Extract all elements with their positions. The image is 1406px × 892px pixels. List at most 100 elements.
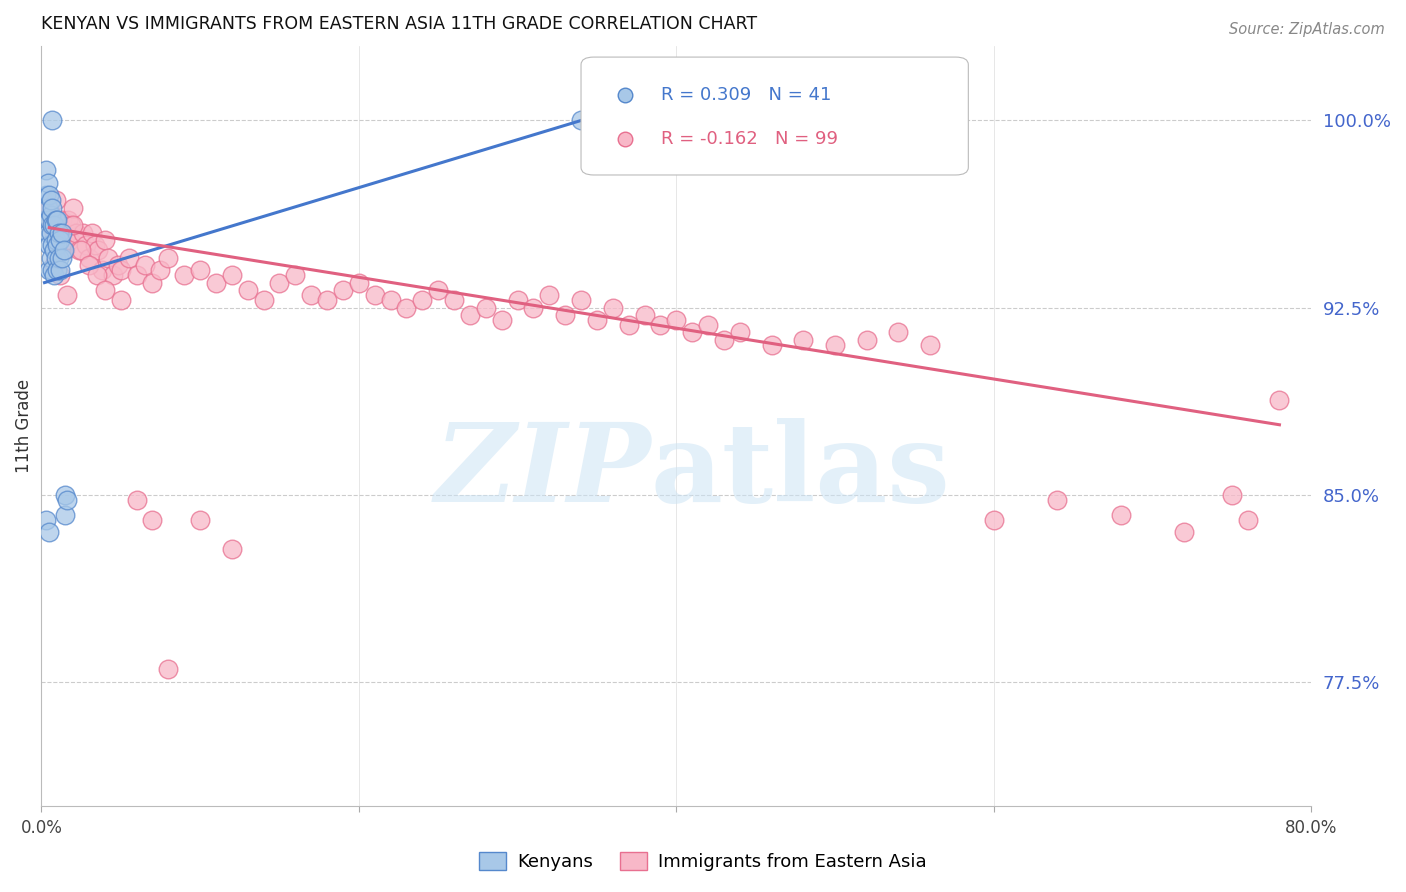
Point <box>49 263 72 277</box>
Point <box>42 243 65 257</box>
Point <box>538 288 561 302</box>
Point <box>1046 492 1069 507</box>
Point <box>35 163 58 178</box>
Point <box>70 243 93 257</box>
Point <box>101 268 124 282</box>
Point <box>46 238 69 252</box>
Text: atlas: atlas <box>651 418 950 525</box>
Point <box>284 268 307 282</box>
Point <box>52 226 75 240</box>
Point <box>41 219 63 233</box>
Point <box>141 276 163 290</box>
Text: KENYAN VS IMMIGRANTS FROM EASTERN ASIA 11TH GRADE CORRELATION CHART: KENYAN VS IMMIGRANTS FROM EASTERN ASIA 1… <box>41 15 758 33</box>
Point <box>38 201 60 215</box>
Point <box>728 326 751 340</box>
Point <box>205 276 228 290</box>
Point <box>45 233 67 247</box>
Point <box>617 318 640 332</box>
Point <box>41 213 63 227</box>
Point <box>506 293 529 307</box>
Text: Source: ZipAtlas.com: Source: ZipAtlas.com <box>1229 22 1385 37</box>
Point <box>51 251 73 265</box>
Point <box>316 293 339 307</box>
Point <box>761 338 783 352</box>
Point <box>134 258 156 272</box>
Point <box>697 318 720 332</box>
Text: R = 0.309   N = 41: R = 0.309 N = 41 <box>661 87 831 104</box>
Point <box>53 508 76 522</box>
Point <box>125 268 148 282</box>
Point <box>522 301 544 315</box>
Point <box>94 233 117 247</box>
Point <box>299 288 322 302</box>
Point <box>53 487 76 501</box>
Point <box>855 333 877 347</box>
Point <box>602 301 624 315</box>
Point <box>347 276 370 290</box>
Point <box>46 238 69 252</box>
Y-axis label: 11th Grade: 11th Grade <box>15 379 32 473</box>
Point <box>46 213 69 227</box>
Point <box>920 338 942 352</box>
Point <box>761 277 783 291</box>
Point <box>110 293 132 307</box>
Point <box>221 268 243 282</box>
Point <box>188 263 211 277</box>
Point <box>58 213 80 227</box>
Legend: Kenyans, Immigrants from Eastern Asia: Kenyans, Immigrants from Eastern Asia <box>472 845 934 879</box>
Point <box>554 308 576 322</box>
Point <box>97 251 120 265</box>
Point <box>37 176 59 190</box>
Point <box>491 313 513 327</box>
Point <box>188 512 211 526</box>
Point <box>60 219 83 233</box>
Point <box>1173 524 1195 539</box>
Point <box>107 258 129 272</box>
Point <box>42 219 65 233</box>
Point <box>395 301 418 315</box>
Text: R = -0.162   N = 99: R = -0.162 N = 99 <box>661 129 838 147</box>
Point <box>569 293 592 307</box>
Point <box>45 194 67 208</box>
Point <box>41 201 63 215</box>
Point <box>37 226 59 240</box>
Point <box>41 238 63 252</box>
Point <box>55 492 77 507</box>
Point <box>49 268 72 282</box>
Point <box>141 512 163 526</box>
Point <box>983 512 1005 526</box>
Point <box>38 238 60 252</box>
Point <box>269 276 291 290</box>
Point <box>38 188 60 202</box>
Point <box>46 263 69 277</box>
Point <box>48 226 70 240</box>
Point <box>84 238 107 252</box>
Point <box>149 263 172 277</box>
Point <box>157 251 180 265</box>
Point <box>48 251 70 265</box>
Point <box>86 268 108 282</box>
Point <box>39 194 62 208</box>
Point <box>39 251 62 265</box>
Point <box>82 226 104 240</box>
Point <box>792 333 814 347</box>
Point <box>38 524 60 539</box>
Point <box>252 293 274 307</box>
Point <box>45 213 67 227</box>
Point <box>49 233 72 247</box>
Point <box>569 113 592 128</box>
Point <box>761 418 783 433</box>
Point <box>51 213 73 227</box>
Point <box>443 293 465 307</box>
Point <box>94 283 117 297</box>
Point <box>90 263 112 277</box>
Point <box>77 258 100 272</box>
Point <box>77 251 100 265</box>
Point <box>665 313 688 327</box>
Point <box>1236 512 1258 526</box>
Point <box>35 188 58 202</box>
Point <box>39 208 62 222</box>
Point <box>681 326 703 340</box>
Point <box>427 283 450 297</box>
Point <box>38 213 60 227</box>
